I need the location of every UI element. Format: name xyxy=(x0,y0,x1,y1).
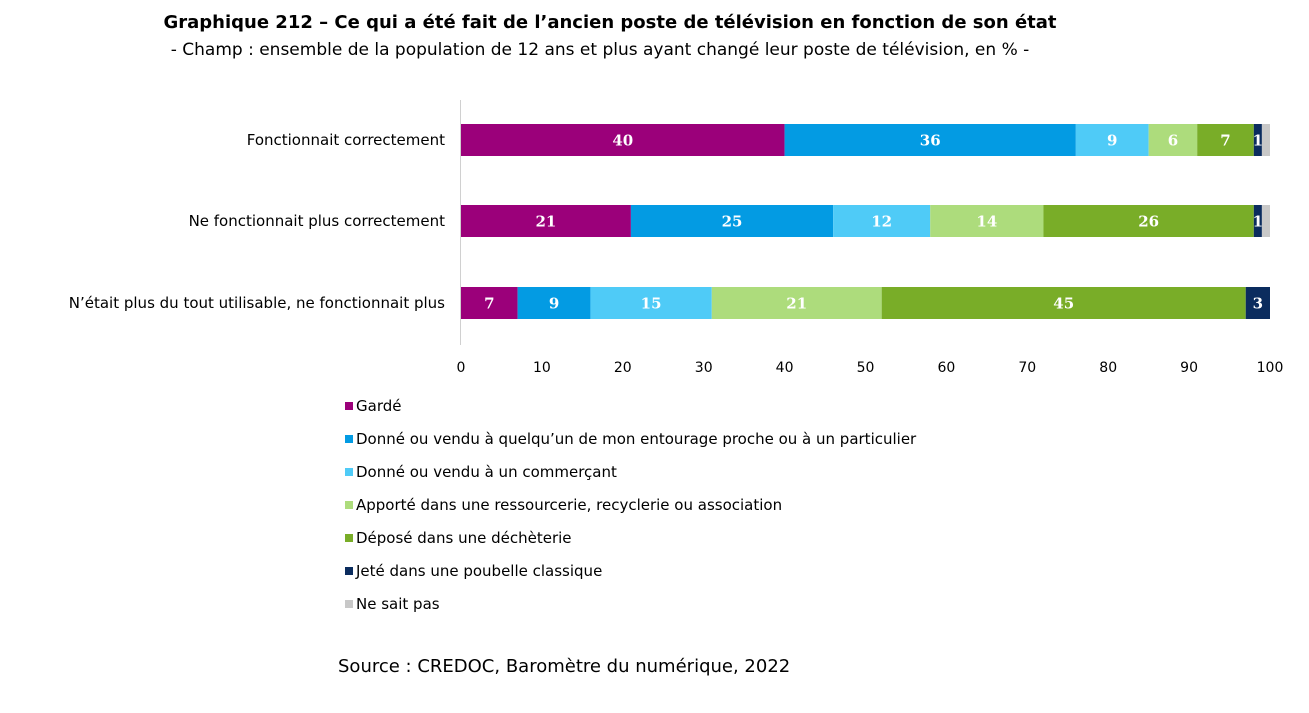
x-tick-label: 50 xyxy=(857,360,875,376)
data-label: 6 xyxy=(1168,132,1178,150)
bar-segment xyxy=(711,287,882,319)
bar-segment xyxy=(833,205,931,237)
data-label: 9 xyxy=(1107,132,1117,150)
category-label: Fonctionnait correctement xyxy=(247,131,445,149)
data-label: 7 xyxy=(1220,132,1230,150)
bar-segment xyxy=(1261,124,1270,156)
data-label: 12 xyxy=(871,213,892,231)
bar-segment xyxy=(1043,205,1254,237)
data-label: 14 xyxy=(976,213,997,231)
data-label: 9 xyxy=(549,295,559,313)
legend-swatch xyxy=(345,534,353,542)
stacked-bar-chart: Fonctionnait correctement Ne fonctionnait… xyxy=(69,100,1284,613)
x-tick-label: 20 xyxy=(614,360,632,376)
bar-segment xyxy=(630,205,834,237)
legend-swatch xyxy=(345,501,353,509)
data-label: 25 xyxy=(722,213,743,231)
data-label: 26 xyxy=(1138,213,1159,231)
legend-label: Apporté dans une ressourcerie, recycleri… xyxy=(356,496,782,514)
x-tick-label: 40 xyxy=(776,360,794,376)
data-label: 45 xyxy=(1053,295,1074,313)
data-label: 3 xyxy=(1253,295,1263,313)
x-tick-label: 60 xyxy=(937,360,955,376)
chart-subtitle: - Champ : ensemble de la population de 1… xyxy=(170,40,1030,60)
bar-segment xyxy=(881,287,1246,319)
x-tick-label: 80 xyxy=(1099,360,1117,376)
data-label: 7 xyxy=(484,295,494,313)
x-tick-label: 10 xyxy=(533,360,551,376)
bar-segment xyxy=(517,287,591,319)
bar-segment xyxy=(1197,124,1254,156)
data-label: 36 xyxy=(920,132,941,150)
bar-segment xyxy=(930,205,1044,237)
x-tick-label: 100 xyxy=(1257,360,1284,376)
legend-swatch xyxy=(345,435,353,443)
data-label: 40 xyxy=(612,132,633,150)
bar-segment xyxy=(1148,124,1198,156)
legend-label: Jeté dans une poubelle classique xyxy=(355,562,602,580)
legend-label: Donné ou vendu à quelqu’un de mon entour… xyxy=(356,430,917,448)
bar-segment xyxy=(590,287,712,319)
legend-swatch xyxy=(345,600,353,608)
data-label: 1 xyxy=(1253,213,1263,231)
legend-label: Donné ou vendu à un commerçant xyxy=(356,463,617,481)
data-label: 21 xyxy=(786,295,807,313)
data-label: 21 xyxy=(536,213,557,231)
bar-segment xyxy=(1261,205,1270,237)
x-tick-label: 90 xyxy=(1180,360,1198,376)
bar-segment xyxy=(461,124,785,156)
data-label: 1 xyxy=(1253,132,1263,150)
x-tick-label: 0 xyxy=(457,360,466,376)
bar-segment xyxy=(1253,124,1262,156)
data-label: 15 xyxy=(641,295,662,313)
chart-title: Graphique 212 – Ce qui a été fait de l’a… xyxy=(163,12,1057,33)
legend-label: Gardé xyxy=(356,397,401,415)
legend-swatch xyxy=(345,402,353,410)
bar-segment xyxy=(461,205,631,237)
bar-segment xyxy=(1245,287,1270,319)
category-label: Ne fonctionnait plus correctement xyxy=(189,212,446,230)
x-tick-label: 30 xyxy=(695,360,713,376)
category-label: N’était plus du tout utilisable, ne fonc… xyxy=(69,294,445,312)
legend-swatch xyxy=(345,567,353,575)
bar-segment xyxy=(1253,205,1262,237)
bar-segment xyxy=(784,124,1076,156)
source-note: Source : CREDOC, Baromètre du numérique,… xyxy=(338,656,791,677)
x-tick-label: 70 xyxy=(1018,360,1036,376)
legend-label: Déposé dans une déchèterie xyxy=(356,529,572,547)
legend-swatch xyxy=(345,468,353,476)
legend-label: Ne sait pas xyxy=(356,595,440,613)
bar-segment xyxy=(461,287,518,319)
bar-segment xyxy=(1075,124,1149,156)
